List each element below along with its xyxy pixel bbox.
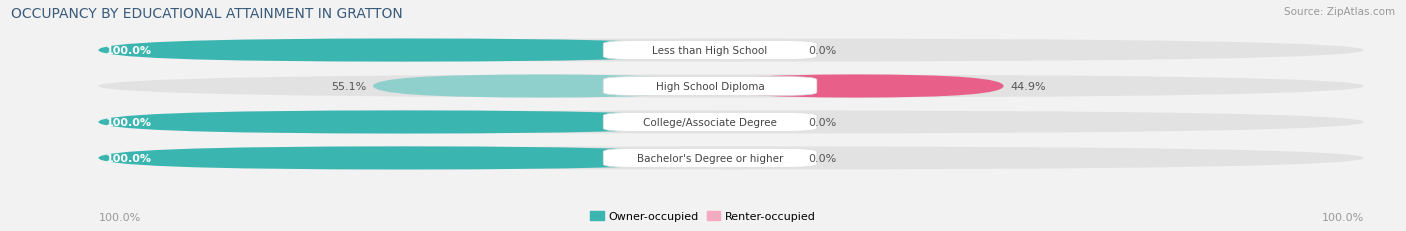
Text: OCCUPANCY BY EDUCATIONAL ATTAINMENT IN GRATTON: OCCUPANCY BY EDUCATIONAL ATTAINMENT IN G…: [11, 7, 404, 21]
FancyBboxPatch shape: [98, 75, 1364, 98]
Text: 100.0%: 100.0%: [1322, 212, 1364, 222]
FancyBboxPatch shape: [373, 75, 710, 98]
Legend: Owner-occupied, Renter-occupied: Owner-occupied, Renter-occupied: [586, 206, 820, 225]
FancyBboxPatch shape: [98, 147, 710, 170]
Text: 100.0%: 100.0%: [105, 153, 152, 163]
Text: Less than High School: Less than High School: [652, 46, 768, 56]
Text: 0.0%: 0.0%: [808, 46, 837, 56]
Text: High School Diploma: High School Diploma: [655, 82, 765, 92]
FancyBboxPatch shape: [603, 113, 817, 132]
FancyBboxPatch shape: [98, 147, 1364, 170]
FancyBboxPatch shape: [603, 41, 817, 60]
Text: 0.0%: 0.0%: [808, 117, 837, 128]
Text: 100.0%: 100.0%: [98, 212, 141, 222]
Text: 100.0%: 100.0%: [105, 46, 152, 56]
Text: 55.1%: 55.1%: [330, 82, 366, 92]
FancyBboxPatch shape: [603, 149, 817, 168]
Text: 0.0%: 0.0%: [808, 153, 837, 163]
FancyBboxPatch shape: [98, 39, 710, 62]
FancyBboxPatch shape: [98, 39, 1364, 62]
Text: Source: ZipAtlas.com: Source: ZipAtlas.com: [1284, 7, 1395, 17]
Text: 100.0%: 100.0%: [105, 117, 152, 128]
Text: 44.9%: 44.9%: [1011, 82, 1046, 92]
FancyBboxPatch shape: [603, 77, 817, 96]
Text: Bachelor's Degree or higher: Bachelor's Degree or higher: [637, 153, 783, 163]
Text: College/Associate Degree: College/Associate Degree: [643, 117, 778, 128]
FancyBboxPatch shape: [98, 111, 710, 134]
FancyBboxPatch shape: [710, 75, 1004, 98]
FancyBboxPatch shape: [98, 111, 1364, 134]
